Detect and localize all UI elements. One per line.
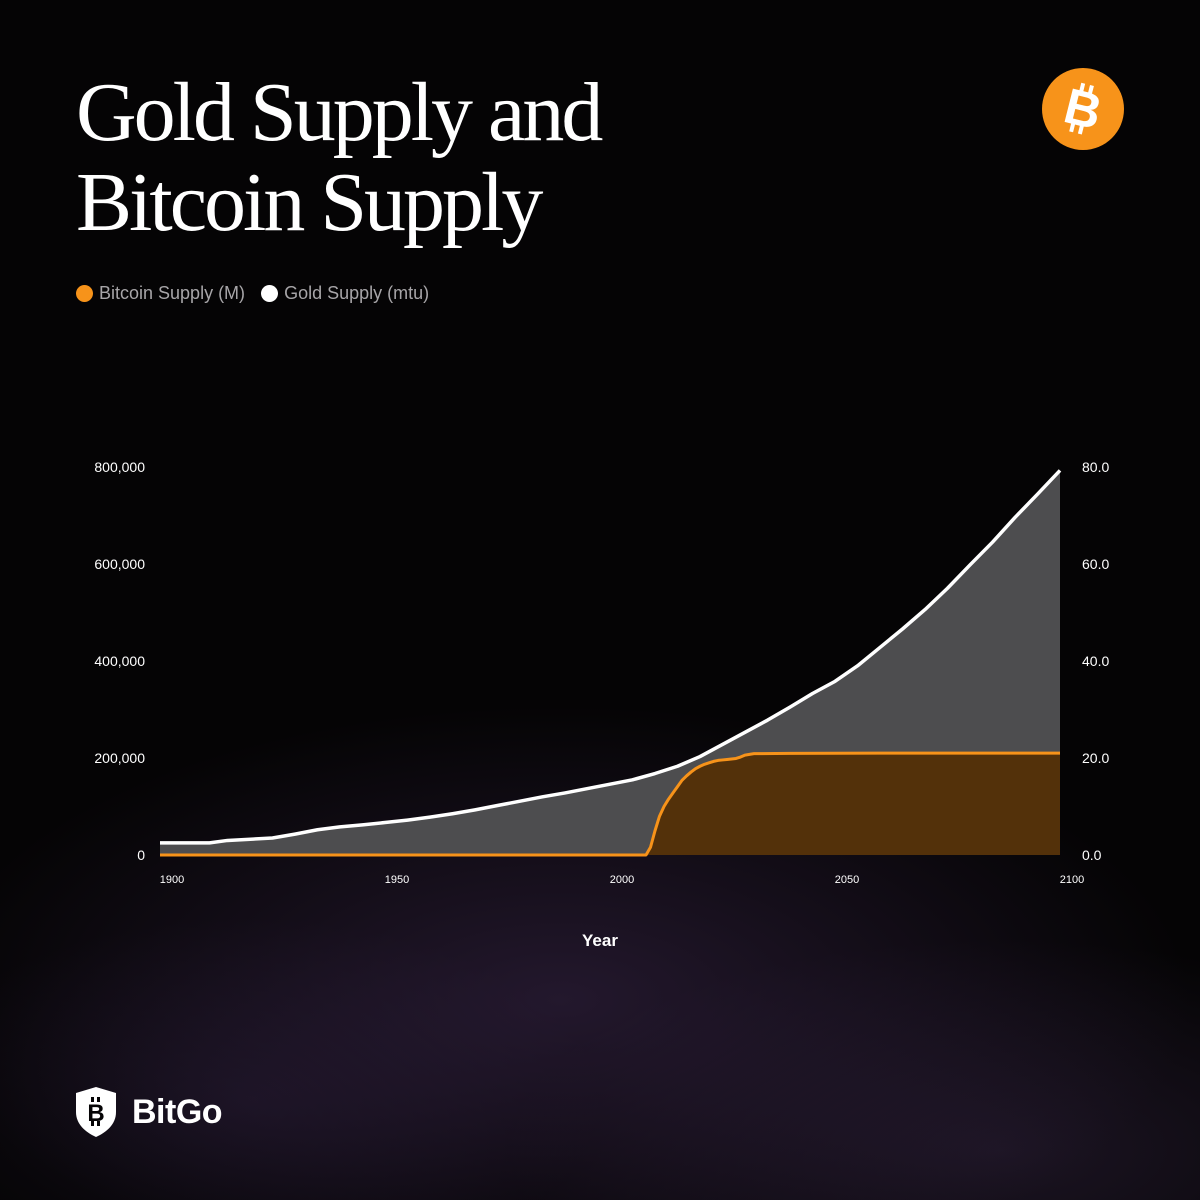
bitgo-shield-icon: B [76,1087,116,1137]
y-left-tick-label: 200,000 [94,750,145,766]
y-right-tick-label: 60.0 [1082,556,1109,572]
brand-footer: B BitGo [74,1086,223,1138]
bitcoin-supply-line [160,751,1060,857]
chart-legend: Bitcoin Supply (M) Gold Supply (mtu) [76,282,429,304]
chart-title: Gold Supply and Bitcoin Supply [76,66,603,249]
y-right-tick-label: 20.0 [1082,750,1109,766]
legend-swatch-bitcoin [76,284,93,302]
x-tick-label: 2000 [610,874,634,886]
gold-supply-line [160,469,1062,845]
x-tick-label: 1950 [385,874,409,886]
legend-label-bitcoin: Bitcoin Supply (M) [99,282,246,303]
legend-item-gold: Gold Supply (mtu) [261,283,429,304]
legend-item-bitcoin: Bitcoin Supply (M) [76,283,245,304]
y-left-tick-label: 0 [137,847,145,863]
y-right-tick-label: 40.0 [1082,653,1109,669]
y-left-tick-label: 800,000 [94,459,145,475]
svg-text:B: B [87,1100,104,1127]
bitcoin-logo-icon: B [1042,68,1124,150]
x-tick-label: 2050 [835,874,859,886]
brand-name: BitGo [132,1092,223,1131]
x-tick-label: 1900 [160,874,184,886]
y-left-tick-label: 400,000 [94,653,145,669]
y-right-tick-label: 0.0 [1082,847,1102,863]
y-right-tick-label: 80.0 [1082,459,1109,475]
bitcoin-supply-area [160,753,1060,855]
x-tick-label: 2100 [1060,874,1084,886]
legend-label-gold: Gold Supply (mtu) [284,282,430,303]
y-left-tick-label: 600,000 [94,556,145,572]
legend-swatch-gold [261,284,279,302]
x-axis-title: Year [582,931,618,950]
